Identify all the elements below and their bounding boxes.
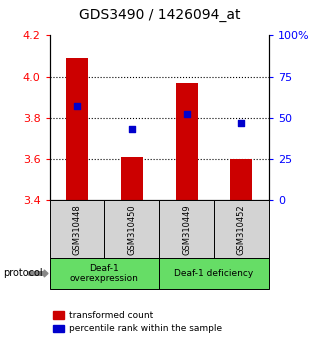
Bar: [66, 58, 88, 200]
Text: protocol: protocol: [3, 268, 43, 279]
Text: transformed count: transformed count: [69, 310, 153, 320]
Point: [239, 120, 244, 125]
Point: [75, 103, 80, 109]
Text: GSM310450: GSM310450: [127, 204, 136, 255]
Text: percentile rank within the sample: percentile rank within the sample: [69, 324, 222, 333]
Text: GDS3490 / 1426094_at: GDS3490 / 1426094_at: [79, 8, 241, 22]
Bar: [230, 159, 252, 200]
Text: GSM310449: GSM310449: [182, 204, 191, 255]
Bar: [121, 157, 143, 200]
Text: Deaf-1
overexpression: Deaf-1 overexpression: [70, 264, 139, 283]
Bar: [176, 83, 197, 200]
Point: [184, 112, 189, 117]
Text: GSM310452: GSM310452: [237, 204, 246, 255]
Text: Deaf-1 deficiency: Deaf-1 deficiency: [174, 269, 254, 278]
Text: GSM310448: GSM310448: [73, 204, 82, 255]
Point: [129, 126, 134, 132]
